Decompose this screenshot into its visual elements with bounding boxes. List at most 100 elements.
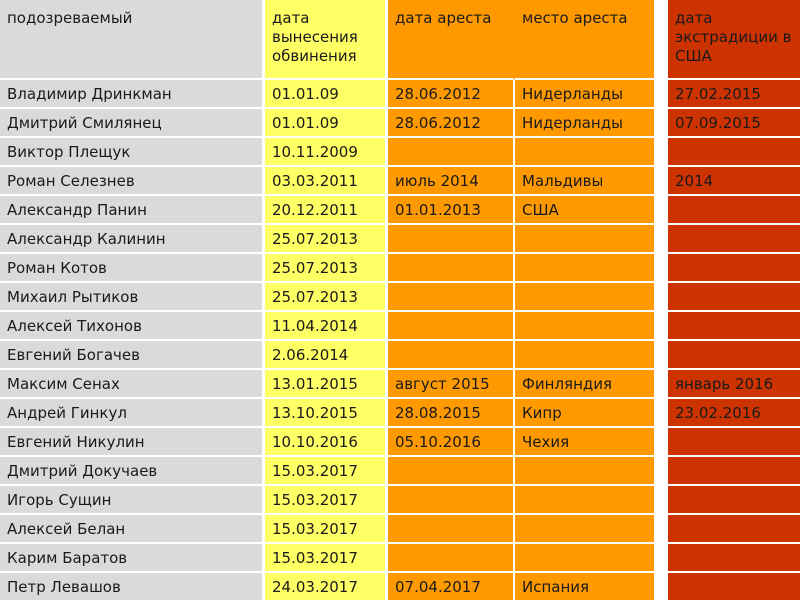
column-gap [385, 486, 388, 515]
cell-arrest-place [515, 457, 654, 486]
table-row: Александр Панин 20.12.2011 01.01.2013 США [0, 196, 800, 225]
cell-suspect: Алексей Белан [0, 515, 262, 544]
table-row: Михаил Рытиков 25.07.2013 [0, 283, 800, 312]
table-row: Виктор Плещук 10.11.2009 [0, 138, 800, 167]
column-gap [262, 312, 265, 341]
table-row: Андрей Гинкул 13.10.2015 28.08.2015 Кипр 23.… [0, 399, 800, 428]
table-row: Дмитрий Смилянец 01.01.09 28.06.2012 Нидерл… [0, 109, 800, 138]
cell-arrest-date: август 2015 [388, 370, 515, 399]
cell-extradition-date [668, 428, 800, 457]
cell-arrest-place [515, 138, 654, 167]
column-gap [262, 225, 265, 254]
column-gap [654, 457, 668, 486]
column-gap [262, 573, 265, 600]
column-gap [385, 341, 388, 370]
cell-arrest-place [515, 515, 654, 544]
table-row: Максим Сенах 13.01.2015 август 2015 Финлянд… [0, 370, 800, 399]
cell-arrest-date: 28.06.2012 [388, 80, 515, 109]
header-extradition-date: дата экстрадиции в США [668, 0, 800, 80]
column-gap [385, 312, 388, 341]
cell-charge-date: 15.03.2017 [265, 544, 385, 573]
column-gap [385, 544, 388, 573]
column-gap [262, 80, 265, 109]
column-gap [385, 283, 388, 312]
cell-extradition-date [668, 457, 800, 486]
column-gap [654, 544, 668, 573]
cell-charge-date: 25.07.2013 [265, 283, 385, 312]
column-gap [262, 457, 265, 486]
column-gap [654, 80, 668, 109]
table-row: Петр Левашов 24.03.2017 07.04.2017 Испания [0, 573, 800, 600]
table-row: Роман Селезнев 03.03.2011 июль 2014 Мальдив… [0, 167, 800, 196]
column-gap [385, 254, 388, 283]
cell-arrest-place [515, 225, 654, 254]
cell-suspect: Михаил Рытиков [0, 283, 262, 312]
cell-arrest-date: 01.01.2013 [388, 196, 515, 225]
table-row: Карим Баратов 15.03.2017 [0, 544, 800, 573]
cell-extradition-date [668, 544, 800, 573]
column-gap [262, 254, 265, 283]
cell-suspect: Владимир Дринкман [0, 80, 262, 109]
column-gap [262, 515, 265, 544]
cell-suspect: Игорь Сущин [0, 486, 262, 515]
column-gap [262, 399, 265, 428]
column-gap [262, 109, 265, 138]
cell-arrest-place [515, 341, 654, 370]
cell-arrest-date: 28.08.2015 [388, 399, 515, 428]
column-gap [654, 196, 668, 225]
cell-charge-date: 11.04.2014 [265, 312, 385, 341]
cell-suspect: Карим Баратов [0, 544, 262, 573]
cell-charge-date: 10.11.2009 [265, 138, 385, 167]
column-gap [654, 0, 668, 80]
cell-charge-date: 25.07.2013 [265, 254, 385, 283]
cell-suspect: Александр Калинин [0, 225, 262, 254]
cell-suspect: Петр Левашов [0, 573, 262, 600]
cell-suspect: Александр Панин [0, 196, 262, 225]
column-gap [385, 573, 388, 600]
column-gap [654, 225, 668, 254]
column-gap [385, 138, 388, 167]
column-gap [262, 196, 265, 225]
column-gap [654, 399, 668, 428]
table-body: Владимир Дринкман 01.01.09 28.06.2012 Нидер… [0, 80, 800, 600]
cell-arrest-date: 05.10.2016 [388, 428, 515, 457]
table-row: Алексей Белан 15.03.2017 [0, 515, 800, 544]
cell-charge-date: 15.03.2017 [265, 486, 385, 515]
cell-arrest-place: Нидерланды [515, 109, 654, 138]
column-gap [262, 283, 265, 312]
cell-charge-date: 20.12.2011 [265, 196, 385, 225]
column-gap [262, 486, 265, 515]
column-gap [385, 109, 388, 138]
cell-extradition-date: 2014 [668, 167, 800, 196]
table-row: Дмитрий Докучаев 15.03.2017 [0, 457, 800, 486]
table-header-row: подозреваемый дата вынесения обвинения д… [0, 0, 800, 80]
cell-suspect: Максим Сенах [0, 370, 262, 399]
cell-suspect: Виктор Плещук [0, 138, 262, 167]
cell-charge-date: 15.03.2017 [265, 515, 385, 544]
column-gap [654, 312, 668, 341]
cell-extradition-date [668, 254, 800, 283]
cell-arrest-place: Мальдивы [515, 167, 654, 196]
column-gap [262, 138, 265, 167]
column-gap [385, 80, 388, 109]
cell-arrest-place [515, 544, 654, 573]
column-gap [262, 341, 265, 370]
column-gap [385, 399, 388, 428]
header-arrest-place: место ареста [515, 0, 654, 80]
cell-arrest-date [388, 225, 515, 254]
cell-arrest-date [388, 254, 515, 283]
table-row: Владимир Дринкман 01.01.09 28.06.2012 Нидер… [0, 80, 800, 109]
cell-charge-date: 01.01.09 [265, 109, 385, 138]
cell-charge-date: 01.01.09 [265, 80, 385, 109]
cell-arrest-place: Нидерланды [515, 80, 654, 109]
header-charge-date: дата вынесения обвинения [265, 0, 385, 80]
column-gap [654, 341, 668, 370]
cell-charge-date: 13.01.2015 [265, 370, 385, 399]
cell-extradition-date [668, 515, 800, 544]
column-gap [654, 109, 668, 138]
cell-arrest-date [388, 312, 515, 341]
cell-arrest-date: 28.06.2012 [388, 109, 515, 138]
cell-charge-date: 24.03.2017 [265, 573, 385, 600]
cell-extradition-date [668, 138, 800, 167]
